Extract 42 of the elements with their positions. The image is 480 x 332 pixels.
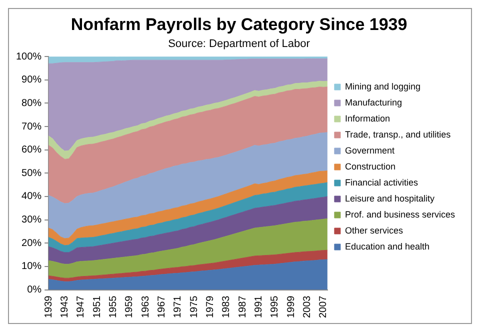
y-tick-label: 80% [22, 98, 42, 109]
legend-label: Other services [344, 225, 404, 236]
y-tick-label: 40% [22, 191, 42, 202]
legend-label: Leisure and hospitality [344, 193, 436, 204]
x-tick-label: 1983 [221, 295, 232, 318]
y-tick-label: 0% [27, 284, 42, 296]
x-tick-label: 1971 [172, 295, 184, 318]
y-tick-label: 30% [22, 214, 42, 226]
x-tick-label: 1987 [237, 295, 248, 318]
legend-label: Information [344, 113, 390, 124]
legend-label: Financial activities [344, 177, 418, 188]
x-tick-label: 1991 [253, 295, 264, 318]
x-tick-label: 1995 [270, 295, 281, 318]
legend-label: Prof. and business services [344, 209, 456, 220]
legend-label: Manufacturing [344, 97, 402, 108]
legend-label: Government [344, 145, 395, 156]
y-tick-label: 20% [22, 238, 42, 249]
x-tick-label: 1967 [156, 295, 168, 318]
x-tick-label: 1999 [286, 295, 297, 318]
y-tick-label: 50% [22, 168, 42, 179]
y-tick-label: 100% [16, 51, 42, 62]
x-tick-label: 1963 [140, 295, 152, 318]
x-tick-label: 1943 [59, 295, 70, 318]
x-tick-label: 2007 [318, 295, 330, 318]
chart-subtitle: Source: Department of Labor [168, 38, 310, 50]
y-tick-label: 70% [22, 121, 42, 132]
x-tick-label: 1975 [188, 295, 200, 318]
x-tick-label: 2003 [302, 295, 313, 318]
legend-label: Mining and logging [344, 81, 421, 92]
y-tick-label: 60% [22, 144, 42, 156]
x-tick-label: 1979 [204, 295, 216, 318]
y-tick-label: 90% [22, 74, 42, 86]
y-tick-label: 10% [22, 261, 42, 272]
legend-label: Construction [344, 161, 396, 172]
x-tick-label: 1951 [92, 295, 103, 318]
chart-title: Nonfarm Payrolls by Category Since 1939 [70, 14, 408, 34]
x-tick-label: 1939 [43, 295, 54, 318]
x-tick-label: 1959 [124, 295, 136, 318]
legend-label: Trade, transp., and utilities [344, 129, 452, 140]
x-tick-label: 1947 [76, 295, 87, 318]
x-tick-label: 1955 [108, 295, 119, 318]
legend-label: Education and health [344, 241, 430, 252]
